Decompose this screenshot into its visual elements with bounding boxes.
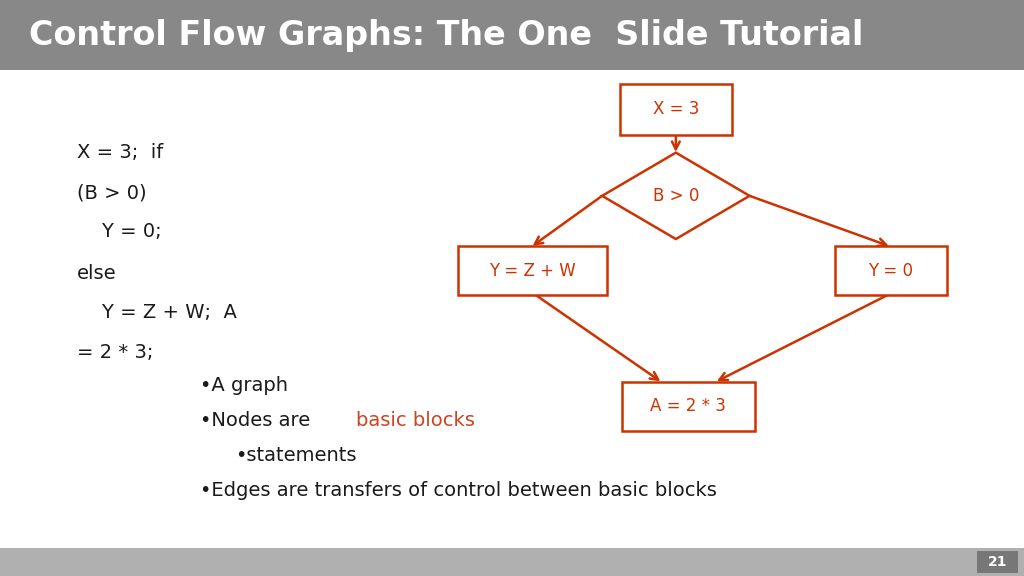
Text: = 2 * 3;: = 2 * 3; (77, 343, 154, 362)
Text: (B > 0): (B > 0) (77, 184, 146, 202)
Text: •Nodes are: •Nodes are (200, 411, 316, 430)
Bar (977, 551, 1018, 573)
Text: else: else (77, 264, 117, 283)
Text: basic blocks: basic blocks (356, 411, 475, 430)
Bar (835, 247, 947, 295)
Text: B > 0: B > 0 (652, 187, 699, 205)
Text: A = 2 * 3: A = 2 * 3 (650, 397, 726, 415)
Bar (620, 84, 732, 135)
Bar (0, 0, 1024, 70)
Bar (0, 548, 1024, 576)
Text: X = 3: X = 3 (652, 100, 699, 119)
Text: Y = Z + W;  A: Y = Z + W; A (77, 303, 237, 321)
Bar (622, 382, 755, 431)
Text: Control Flow Graphs: The One  Slide Tutorial: Control Flow Graphs: The One Slide Tutor… (29, 19, 863, 52)
Text: Y = 0;: Y = 0; (77, 222, 162, 241)
Bar (459, 247, 606, 295)
Text: •statements: •statements (236, 446, 357, 464)
Text: X = 3;  if: X = 3; if (77, 143, 163, 162)
Text: 21: 21 (987, 555, 1008, 569)
Text: •Edges are transfers of control between basic blocks: •Edges are transfers of control between … (200, 482, 717, 500)
Text: Y = 0: Y = 0 (868, 262, 913, 280)
Text: Y = Z + W: Y = Z + W (489, 262, 575, 280)
Polygon shape (602, 153, 750, 239)
Text: •A graph: •A graph (200, 377, 288, 395)
